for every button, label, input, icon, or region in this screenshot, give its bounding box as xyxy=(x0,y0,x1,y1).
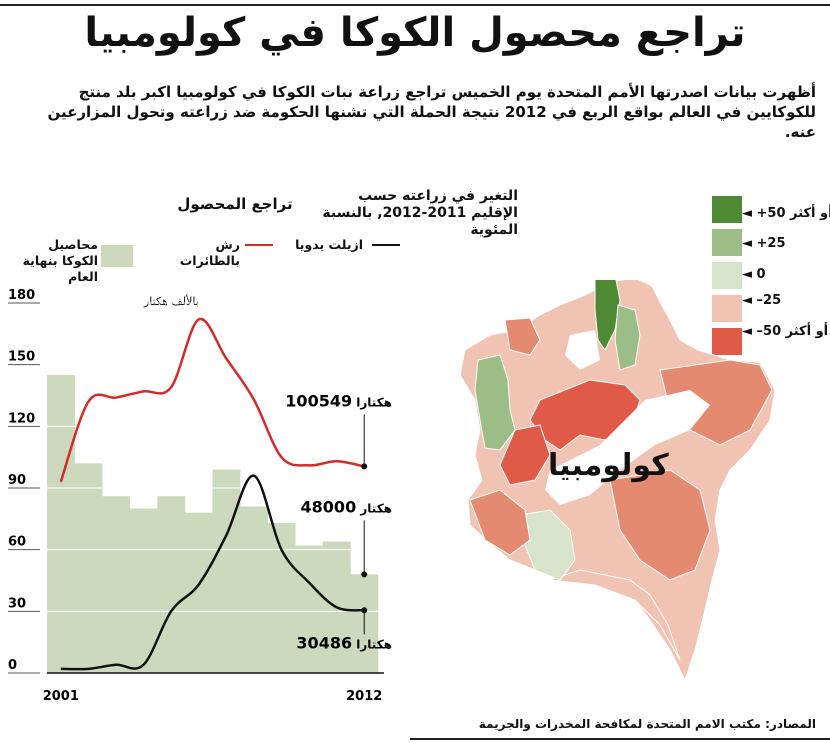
legend-swatch-minus50 xyxy=(712,328,742,355)
y-tick-label-150: 150 xyxy=(8,350,35,365)
legend-bars-label: محاصيل الكوكا بنهاية العام xyxy=(22,237,98,284)
region-north-coast xyxy=(504,317,541,356)
bar-2002 xyxy=(74,463,103,673)
decline-chart: 0 30 60 90 120 150 180 هكتارا 100549 هكتار 4800… xyxy=(8,288,392,704)
legend-label-minus25: ◄ –25 xyxy=(742,293,782,308)
annotation-dot-1 xyxy=(361,571,368,578)
y-tick-label-120: 120 xyxy=(8,411,35,426)
country-label: كولومبيا xyxy=(548,448,669,483)
region-south xyxy=(549,569,681,661)
bars xyxy=(47,374,379,673)
legend-swatch-plus50 xyxy=(712,196,742,223)
colombia-map xyxy=(459,280,776,680)
region-north-strong xyxy=(594,280,621,351)
bar-2007 xyxy=(212,469,241,673)
annotation-label-2: هكتارا 30486 xyxy=(296,633,392,652)
legend-label-zero: ◄ 0 xyxy=(742,267,766,282)
x-tick-label-2001: 2001 xyxy=(43,689,79,704)
legend-label-plus25: ◄ +25 xyxy=(742,236,786,251)
legend-label-minus50: ◄ –50 أو أكثر xyxy=(742,324,829,339)
region-no-data xyxy=(545,390,710,505)
legend-label-plus50: ◄ +50 أو أكثر xyxy=(742,206,830,221)
region-west xyxy=(474,354,516,451)
map-title: التغير في زراعته حسب الإقليم 2011-2012, … xyxy=(322,188,518,238)
bar-2004 xyxy=(129,508,158,673)
y-tick-label-30: 30 xyxy=(8,596,26,611)
manual-eradication-line xyxy=(60,474,365,671)
legend-black-swatch xyxy=(372,244,400,246)
aerial-spraying-line xyxy=(59,317,365,483)
region-south-pacific xyxy=(469,489,531,556)
legend-red-swatch xyxy=(245,244,273,246)
y-tick-label-180: 180 xyxy=(8,288,35,303)
annotation-label-1: هكتار 48000 xyxy=(301,497,392,516)
x-tick-label-2012: 2012 xyxy=(346,689,382,704)
region-no-data-north xyxy=(565,330,600,370)
legend-swatch-plus25 xyxy=(712,229,742,256)
y-ticks: 0 30 60 90 120 150 180 xyxy=(8,288,40,674)
y-tick-label-0: 0 xyxy=(8,658,17,673)
bar-2001 xyxy=(47,374,75,673)
bar-2005 xyxy=(157,496,186,673)
page-title: تراجع محصول الكوكا في كولومبيا xyxy=(84,10,746,56)
bottom-rule xyxy=(410,738,830,740)
bar-2010 xyxy=(295,545,324,673)
annotations: هكتارا 100549 هكتار 48000 هكتارا 30486 xyxy=(285,391,392,652)
region-west-strong xyxy=(499,424,551,486)
intro-text: أظهرت بيانات اصدرتها الأمم المتحدة يوم ا… xyxy=(47,83,816,141)
annotation-label-0: هكتارا 100549 xyxy=(285,391,392,410)
legend-red-label: رش بالطائرات xyxy=(179,237,240,268)
gridlines xyxy=(47,302,384,674)
bar-2003 xyxy=(102,496,131,673)
region-north-east xyxy=(614,304,641,371)
legend-swatch-minus25 xyxy=(712,295,742,322)
y-tick-label-60: 60 xyxy=(8,535,26,550)
bar-2008 xyxy=(240,506,268,673)
legend-black-label: ازيلت يدويا xyxy=(295,237,363,252)
bar-2009 xyxy=(267,522,296,673)
annotation-dot-0 xyxy=(361,463,368,470)
chart-title: تراجع المحصول xyxy=(177,195,293,213)
legend-swatch-zero xyxy=(712,262,742,289)
top-rule xyxy=(0,4,830,6)
sources-text: المصادر: مكتب الامم المتحدة لمكافحة المخ… xyxy=(478,717,816,731)
x-ticks: 2001 2012 xyxy=(43,689,383,704)
region-south-west xyxy=(519,509,576,581)
unit-label: بالألف هكتار xyxy=(144,295,199,308)
region-south-central xyxy=(609,469,711,581)
legend-bars-swatch xyxy=(101,245,133,267)
y-tick-label-90: 90 xyxy=(8,473,26,488)
